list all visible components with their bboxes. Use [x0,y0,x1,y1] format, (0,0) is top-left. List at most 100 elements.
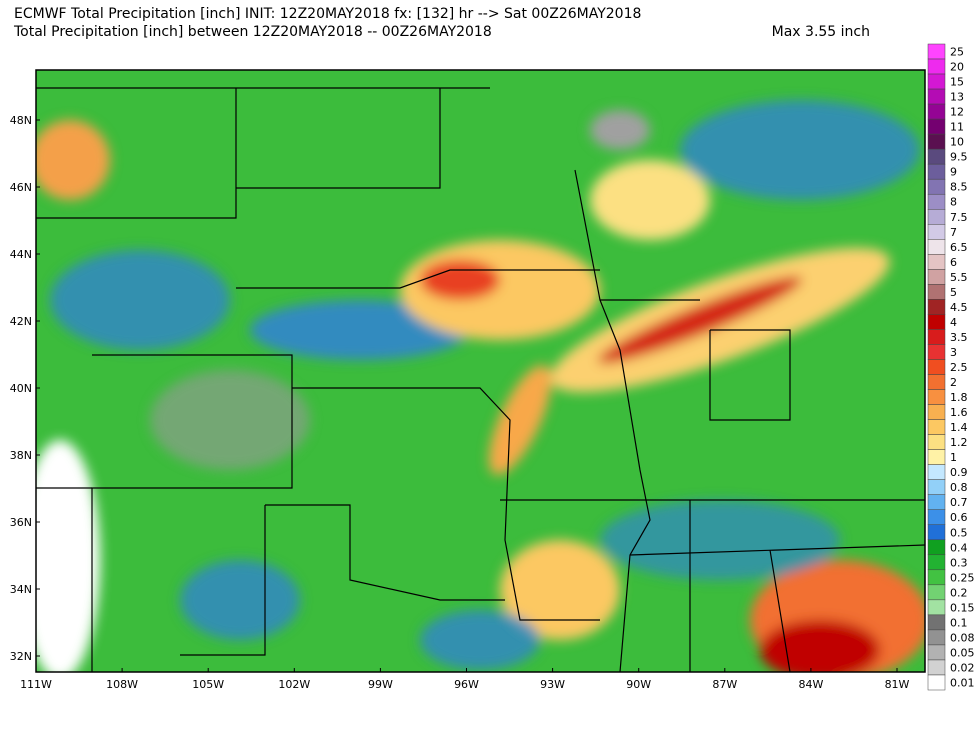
colorbar-label: 7.5 [950,211,968,224]
lon-label: 90W [626,678,651,691]
color-swatch [927,103,946,120]
color-swatch [927,374,946,390]
colorbar: 252015131211109.598.587.576.565.554.543.… [927,43,975,691]
colorbar-label: 3.5 [950,331,968,344]
color-swatch [927,419,946,435]
colorbar-label: 20 [950,61,964,74]
color-swatch [927,464,946,480]
color-swatch [927,494,946,510]
colorbar-label: 3 [950,346,957,359]
lat-label: 36N [10,516,32,529]
colorbar-label: 9.5 [950,151,968,164]
lon-label: 96W [454,678,479,691]
lon-label: 105W [192,678,224,691]
colorbar-label: 6.5 [950,241,968,254]
colorbar-label: 5 [950,286,957,299]
lat-label: 44N [10,248,32,261]
color-swatch [927,584,946,601]
colorbar-label: 1 [950,451,957,464]
colorbar-label: 0.3 [950,556,968,569]
color-swatch [927,133,946,150]
colorbar-label: 0.4 [950,541,968,554]
color-swatch [927,509,946,525]
lon-label: 108W [106,678,138,691]
color-swatch [927,299,946,315]
color-swatch [927,58,946,75]
color-swatch [927,674,946,691]
lat-label: 32N [10,650,32,663]
color-swatch [927,163,946,180]
colorbar-label: 8.5 [950,181,968,194]
color-swatch [927,254,946,270]
lat-label: 48N [10,114,32,127]
color-swatch [927,389,946,405]
color-swatch [927,344,946,360]
color-swatch [927,224,946,240]
colorbar-label: 0.1 [950,616,968,629]
lon-label: 81W [885,678,910,691]
colorbar-label: 1.8 [950,391,968,404]
color-swatch [927,659,946,676]
color-swatch [927,284,946,300]
lon-label: 102W [278,678,310,691]
colorbar-label: 0.2 [950,586,968,599]
colorbar-label: 13 [950,91,964,104]
colorbar-label: 15 [950,76,964,89]
colorbar-label: 9 [950,166,957,179]
colorbar-label: 0.9 [950,466,968,479]
color-swatch [927,524,946,541]
title: ECMWF Total Precipitation [inch] INIT: 1… [14,6,641,22]
colorbar-label: 0.6 [950,511,968,524]
lon-label: 93W [540,678,565,691]
colorbar-label: 8 [950,196,957,209]
color-swatch [927,193,946,210]
color-swatch [927,118,946,135]
color-swatch [927,239,946,255]
axis-labels: 48N 46N 44N 42N 40N 38N 36N 34N 32N 111W 108W 105W 1… [10,114,910,691]
colorbar-label: 10 [950,136,964,149]
color-swatch [927,554,946,571]
lat-label: 40N [10,382,32,395]
colorbar-label: 0.25 [950,571,975,584]
colorbar-label: 0.5 [950,526,968,539]
color-swatch [927,644,946,661]
lon-label: 87W [712,678,737,691]
color-swatch [927,404,946,420]
color-swatch [927,88,946,105]
lon-label: 84W [798,678,823,691]
color-swatch [927,479,946,495]
map [35,69,926,673]
colorbar-label: 6 [950,256,957,269]
color-swatch [927,569,946,586]
color-swatch [927,314,946,330]
colorbar-label: 1.6 [950,406,968,419]
colorbar-label: 12 [950,106,964,119]
colorbar-label: 5.5 [950,271,968,284]
color-swatch [927,359,946,375]
colorbar-label: 0.02 [950,661,975,674]
color-swatch [927,329,946,345]
colorbar-label: 0.05 [950,646,975,659]
lat-label: 46N [10,181,32,194]
color-swatch [927,539,946,556]
colorbar-label: 2.5 [950,361,968,374]
colorbar-label: 1.2 [950,436,968,449]
lat-label: 42N [10,315,32,328]
colorbar-label: 0.01 [950,676,975,689]
colorbar-label: 4.5 [950,301,968,314]
lat-label: 38N [10,449,32,462]
lat-label: 34N [10,583,32,596]
lon-label: 99W [368,678,393,691]
colorbar-label: 11 [950,121,964,134]
color-swatch [927,449,946,465]
color-swatch [927,148,946,165]
color-swatch [927,178,946,195]
colorbar-label: 0.7 [950,496,968,509]
lon-label: 111W [20,678,52,691]
colorbar-label: 1.4 [950,421,968,434]
subtitle: Total Precipitation [inch] between 12Z20… [13,24,492,40]
colorbar-label: 4 [950,316,957,329]
color-swatch [927,209,946,225]
color-swatch [927,599,946,616]
